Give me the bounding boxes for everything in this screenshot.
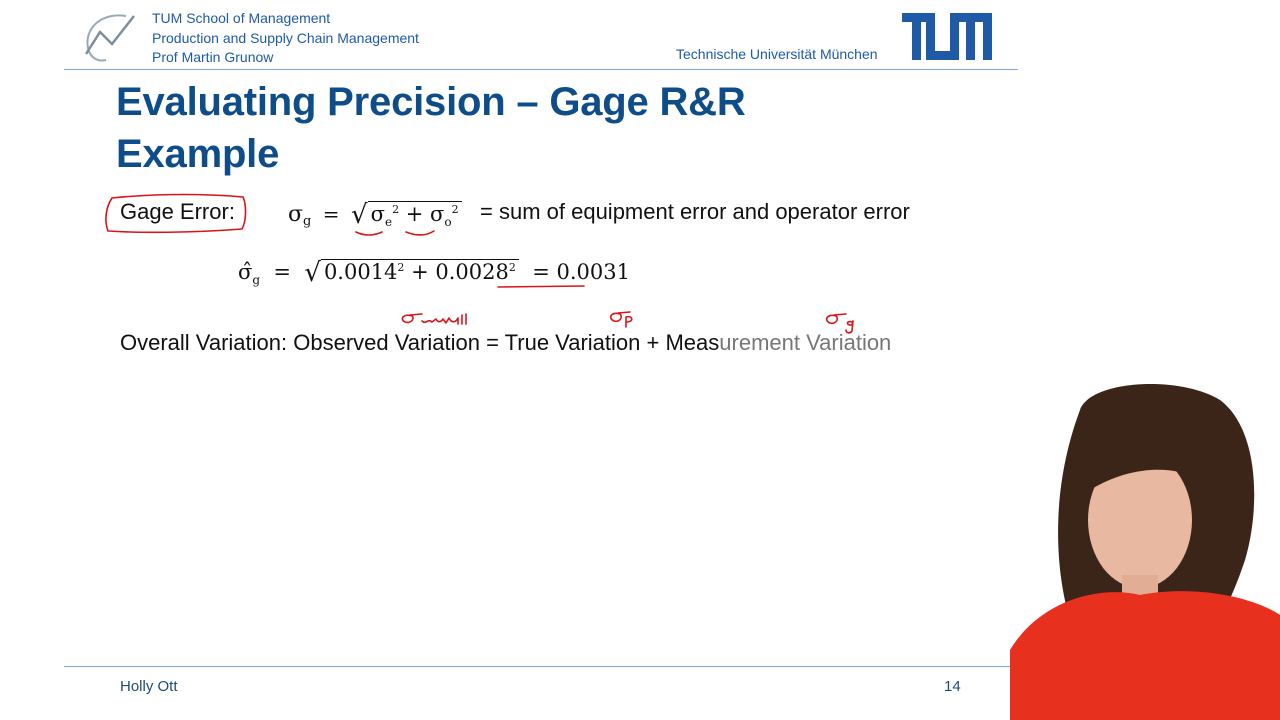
- estimate-result: 0.0031: [556, 260, 630, 284]
- gage-error-description: = sum of equipment error and operator er…: [480, 199, 910, 224]
- true-variation: True Variation: [504, 330, 641, 355]
- overall-subscript: [421, 313, 467, 325]
- slide-title-line2: Example: [116, 132, 280, 176]
- header-divider: [64, 69, 1018, 70]
- observed-variation: Observed Variation: [293, 330, 480, 355]
- header-university: Technische Universität München: [676, 46, 878, 62]
- plus-sign: +: [646, 330, 660, 355]
- estimate-term2: 0.0028: [435, 260, 509, 284]
- footer-presenter: Holly Ott: [120, 678, 178, 695]
- gage-error-formula: σg = √ σe2 + σo2: [288, 200, 462, 230]
- slide-title: Evaluating Precision – Gage R&R Example: [116, 76, 746, 180]
- header-affiliation: TUM School of Management Production and …: [152, 9, 419, 68]
- header-professor: Prof Martin Grunow: [152, 49, 274, 65]
- presenter-video: [1010, 383, 1280, 720]
- overall-variation-line: Overall Variation: Observed Variation = …: [120, 330, 891, 356]
- gage-error-label: Gage Error:: [120, 199, 235, 224]
- tum-logo-icon: [902, 13, 992, 60]
- footer-divider: [64, 666, 1018, 667]
- slide-title-line1: Evaluating Precision – Gage R&R: [116, 80, 746, 124]
- measurement-variation: Measurement Variation: [665, 330, 892, 355]
- sigma-overall-glyph: [401, 313, 423, 324]
- school-logo-icon: [84, 14, 135, 62]
- header-school: TUM School of Management: [152, 10, 331, 26]
- header-chair: Production and Supply Chain Management: [152, 29, 419, 46]
- footer-page-number: 14: [944, 678, 961, 695]
- equals-sign: =: [486, 330, 499, 355]
- sigma-p-glyph: [609, 311, 633, 328]
- sigma-o-underline: [405, 230, 435, 236]
- sigma-e-underline: [355, 231, 383, 236]
- gage-error-estimate: σ̂g = √ 0.00142 + 0.00282 = 0.0031: [238, 258, 630, 288]
- estimate-term1: 0.0014: [323, 260, 398, 284]
- overall-variation-label: Overall Variation:: [120, 330, 288, 355]
